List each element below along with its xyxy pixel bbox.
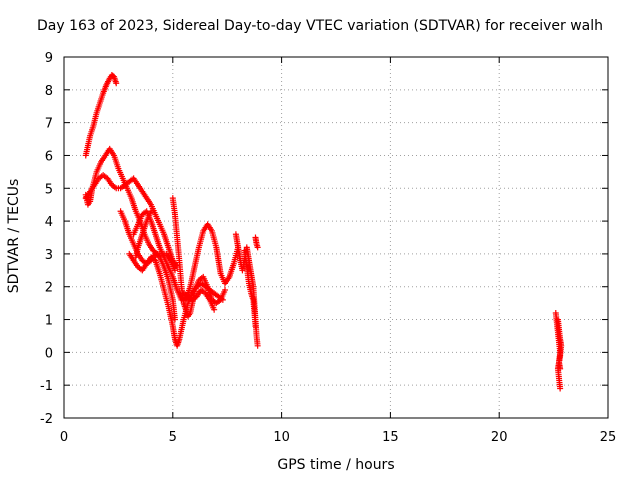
data-point bbox=[171, 316, 178, 323]
x-tick-label: 0 bbox=[60, 430, 68, 445]
y-tick-label: 3 bbox=[45, 248, 53, 263]
y-tick-label: -2 bbox=[40, 412, 53, 427]
plot-frame bbox=[63, 56, 609, 419]
y-tick-label: 4 bbox=[45, 215, 53, 230]
data-point bbox=[113, 80, 120, 87]
data-point bbox=[171, 267, 178, 274]
data-point bbox=[254, 342, 261, 349]
x-tick-label: 5 bbox=[169, 430, 177, 445]
data-point bbox=[557, 365, 564, 372]
y-tick-label: 0 bbox=[45, 346, 53, 361]
data-point bbox=[211, 306, 218, 313]
data-point bbox=[252, 323, 259, 330]
y-axis-label: SDTVAR / TECUs bbox=[6, 178, 22, 294]
x-tick-label: 25 bbox=[600, 430, 617, 445]
data-point bbox=[132, 254, 139, 261]
y-tick-label: -1 bbox=[40, 379, 53, 394]
x-tick-label: 10 bbox=[273, 430, 290, 445]
y-tick-label: 6 bbox=[45, 149, 53, 164]
data-point bbox=[254, 244, 261, 251]
x-axis-label: GPS time / hours bbox=[277, 457, 395, 473]
y-tick-label: 2 bbox=[45, 281, 53, 296]
data-point bbox=[557, 385, 564, 392]
chart-title: Day 163 of 2023, Sidereal Day-to-day VTE… bbox=[36, 18, 603, 34]
y-tick-label: 8 bbox=[45, 84, 53, 99]
y-tick-label: 7 bbox=[45, 117, 53, 132]
x-tick-label: 15 bbox=[382, 430, 399, 445]
x-tick-label: 20 bbox=[491, 430, 508, 445]
y-tick-label: 1 bbox=[45, 314, 53, 329]
y-tick-label: 9 bbox=[45, 51, 53, 66]
y-tick-label: 5 bbox=[45, 182, 53, 197]
data-point bbox=[222, 287, 229, 294]
